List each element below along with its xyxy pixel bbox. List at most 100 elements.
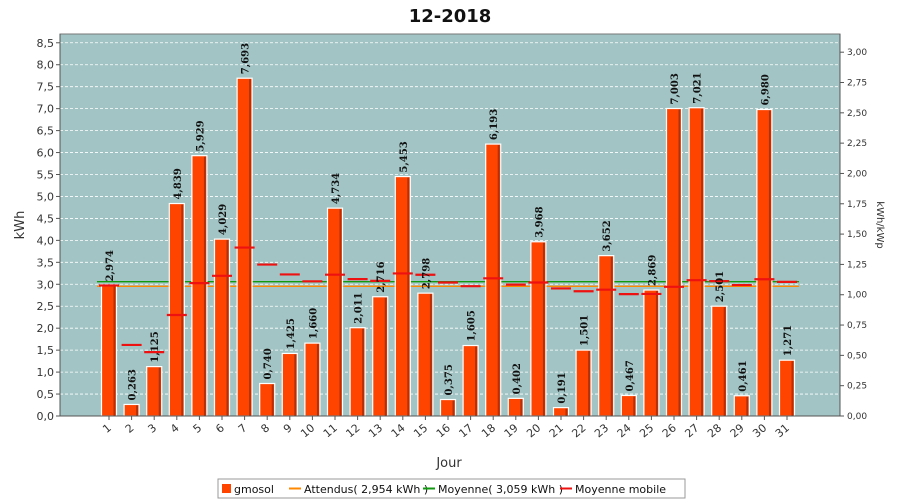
bar-shade xyxy=(655,291,658,416)
x-tick-label: 30 xyxy=(750,421,769,440)
bar-shade xyxy=(768,110,771,416)
x-tick-label: 20 xyxy=(524,421,543,440)
x-tick-label: 31 xyxy=(773,421,792,440)
y-axis-label: kWh xyxy=(13,211,28,240)
y-tick-label: 5,0 xyxy=(37,190,55,203)
x-tick-label: 1 xyxy=(100,421,114,435)
x-tick-label: 18 xyxy=(479,421,498,440)
data-labels: 2,974 0,263 1,125 4,839 5,929 4,029 7,693 0,740… xyxy=(105,43,794,404)
x-tick-label: 8 xyxy=(258,421,272,435)
y-tick-label: 4,0 xyxy=(37,234,55,247)
x-tick-label: 16 xyxy=(434,421,453,440)
bar-shade xyxy=(384,297,387,416)
x-tick-label: 17 xyxy=(456,421,475,440)
bar-shade xyxy=(542,242,545,416)
y-tick-label: 6,0 xyxy=(37,147,55,160)
y-tick-label: 5,5 xyxy=(37,169,55,182)
y-tick-label: 2,5 xyxy=(37,300,55,313)
data-label: 4,029 xyxy=(218,204,229,235)
bar-shade xyxy=(113,286,116,416)
y-right-tick-label: 0,00 xyxy=(847,412,867,422)
data-label: 4,734 xyxy=(331,173,342,204)
y-tick-label: 7,5 xyxy=(37,81,55,94)
y-axis-right-label: kWh/kWp xyxy=(874,201,885,248)
y-right-tick-label: 2,25 xyxy=(847,139,867,149)
bar-shade xyxy=(497,145,500,417)
bar-shade xyxy=(723,307,726,416)
bar-shade xyxy=(565,408,568,416)
bar-shade xyxy=(226,240,229,416)
y-tick-label: 1,5 xyxy=(37,344,55,357)
x-tick-label: 24 xyxy=(615,421,634,440)
bar-shade xyxy=(588,351,591,416)
x-tick-label: 23 xyxy=(592,421,611,440)
legend-box xyxy=(217,478,686,499)
y-right-tick-label: 3,00 xyxy=(847,48,867,58)
x-tick-label: 10 xyxy=(298,421,317,440)
data-label: 2,011 xyxy=(354,292,365,323)
data-label: 2,798 xyxy=(421,258,432,289)
bar-shade xyxy=(339,209,342,416)
data-label: 2,716 xyxy=(376,261,387,292)
y-tick-label: 3,5 xyxy=(37,256,55,269)
bars xyxy=(100,77,796,417)
x-tick-label: 27 xyxy=(682,421,701,440)
x-tick-label: 7 xyxy=(236,421,250,435)
legend-swatch-bar xyxy=(222,484,231,493)
data-label: 6,193 xyxy=(489,109,500,140)
x-axis: 1 2 3 4 5 6 7 8 9 10 11 12 13 14 15 16 17 18 19 20 21 22 23 24 2… xyxy=(60,415,840,440)
x-tick-label: 3 xyxy=(145,421,159,435)
y-right-tick-label: 1,25 xyxy=(847,260,867,270)
data-label: 1,660 xyxy=(308,308,319,339)
x-tick-label: 15 xyxy=(411,421,430,440)
bar-shade xyxy=(407,177,410,416)
moving-average-marks xyxy=(99,246,797,354)
legend-label: gmosol xyxy=(234,483,274,496)
bar-shade xyxy=(678,109,681,416)
bar-shade xyxy=(181,204,184,416)
y-tick-label: 0,5 xyxy=(37,388,55,401)
y-right-tick-label: 0,50 xyxy=(847,351,867,361)
y-tick-label: 8,0 xyxy=(37,59,55,72)
data-label: 7,003 xyxy=(670,73,681,104)
bar-shade xyxy=(203,156,206,416)
data-label: 3,652 xyxy=(602,220,613,251)
data-label: 1,605 xyxy=(467,310,478,341)
y-right-tick-label: 1,00 xyxy=(847,291,867,301)
data-label: 0,191 xyxy=(557,372,568,403)
y-right-tick-label: 1,50 xyxy=(847,230,867,240)
y-tick-label: 2,0 xyxy=(37,322,55,335)
data-label: 5,453 xyxy=(399,141,410,172)
data-label: 0,263 xyxy=(128,369,139,400)
data-label: 0,461 xyxy=(738,360,749,391)
data-label: 4,839 xyxy=(173,168,184,199)
bar-shade xyxy=(316,344,319,416)
y-tick-label: 6,5 xyxy=(37,125,55,138)
x-tick-label: 13 xyxy=(366,421,385,440)
x-tick-label: 26 xyxy=(660,421,679,440)
plot-area xyxy=(59,33,841,417)
x-tick-label: 25 xyxy=(637,421,656,440)
data-label: 1,271 xyxy=(783,325,794,356)
legend: gmosol Attendus( 2,954 kWh ) Moyenne( 3,05… xyxy=(217,478,686,499)
y-right-tick-label: 0,75 xyxy=(847,321,867,331)
data-label: 6,980 xyxy=(760,74,771,105)
y-right-tick-label: 0,25 xyxy=(847,382,867,392)
data-label: 7,021 xyxy=(693,72,704,103)
x-tick-label: 11 xyxy=(321,421,340,440)
y-tick-label: 0,0 xyxy=(37,410,55,423)
x-tick-label: 12 xyxy=(343,421,362,440)
y-tick-label: 4,5 xyxy=(37,212,55,225)
x-tick-label: 9 xyxy=(281,421,295,435)
bar-shade xyxy=(362,328,365,416)
legend-label: Moyenne mobile xyxy=(575,483,666,496)
bar-shade xyxy=(158,367,161,416)
x-tick-label: 4 xyxy=(168,421,182,435)
bar-shade xyxy=(746,396,749,416)
data-label: 3,968 xyxy=(534,206,545,237)
y-axis-right: 0,00 0,25 0,50 0,75 1,00 1,25 1,50 1,75 2,00 2,25… xyxy=(839,34,867,422)
y-tick-label: 1,0 xyxy=(37,366,55,379)
x-tick-label: 14 xyxy=(389,421,408,440)
data-label: 0,740 xyxy=(263,348,274,379)
